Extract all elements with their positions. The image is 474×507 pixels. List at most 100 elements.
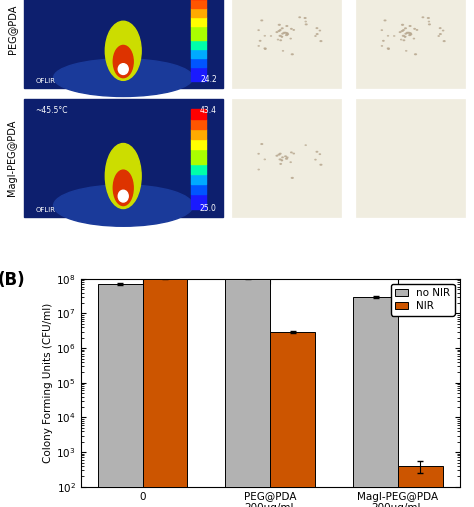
Bar <box>191 154 206 159</box>
Ellipse shape <box>264 48 266 49</box>
Bar <box>191 189 206 194</box>
Text: ~45.5°C: ~45.5°C <box>36 106 68 115</box>
Bar <box>232 0 341 88</box>
Bar <box>191 119 206 124</box>
Ellipse shape <box>282 33 283 34</box>
Bar <box>191 77 206 81</box>
Ellipse shape <box>428 24 430 25</box>
Ellipse shape <box>118 190 128 202</box>
Text: MagI-PEG@PDA: MagI-PEG@PDA <box>7 120 17 197</box>
Ellipse shape <box>401 30 403 31</box>
Ellipse shape <box>291 152 292 153</box>
Bar <box>191 17 206 21</box>
Bar <box>191 199 206 204</box>
Legend: no NIR, NIR: no NIR, NIR <box>391 284 455 315</box>
Bar <box>191 169 206 174</box>
Bar <box>270 332 315 507</box>
Bar <box>191 53 206 58</box>
Text: 43.4: 43.4 <box>200 106 217 115</box>
Ellipse shape <box>286 158 288 159</box>
Bar <box>191 26 206 30</box>
Ellipse shape <box>285 32 286 33</box>
Bar <box>191 194 206 199</box>
Ellipse shape <box>292 177 293 178</box>
Text: PEG@PDA: PEG@PDA <box>7 5 17 54</box>
Ellipse shape <box>285 156 286 157</box>
Ellipse shape <box>261 20 263 21</box>
Ellipse shape <box>279 35 281 36</box>
Bar <box>24 0 223 88</box>
Bar <box>191 184 206 189</box>
Bar <box>191 49 206 53</box>
Ellipse shape <box>405 33 407 34</box>
Ellipse shape <box>291 28 292 29</box>
Ellipse shape <box>286 34 288 35</box>
Ellipse shape <box>282 157 283 158</box>
Bar <box>191 114 206 119</box>
Bar <box>191 179 206 184</box>
Ellipse shape <box>105 143 141 208</box>
Ellipse shape <box>279 159 281 160</box>
Text: OFLIR: OFLIR <box>36 78 55 84</box>
Ellipse shape <box>280 153 281 154</box>
Ellipse shape <box>278 154 280 155</box>
Ellipse shape <box>401 24 403 25</box>
Ellipse shape <box>403 40 405 41</box>
Bar <box>191 144 206 149</box>
Bar <box>191 159 206 164</box>
Bar <box>191 174 206 179</box>
Bar <box>191 139 206 144</box>
Bar <box>191 44 206 49</box>
Ellipse shape <box>283 32 285 33</box>
Bar <box>191 67 206 72</box>
Bar <box>191 149 206 154</box>
Bar <box>191 12 206 17</box>
Bar <box>191 63 206 67</box>
Bar <box>191 21 206 26</box>
Ellipse shape <box>387 48 389 49</box>
Bar <box>191 3 206 8</box>
Ellipse shape <box>278 30 280 31</box>
Ellipse shape <box>415 54 417 55</box>
Bar <box>226 279 270 507</box>
Bar <box>398 466 443 507</box>
Bar <box>191 58 206 63</box>
Ellipse shape <box>408 32 410 33</box>
Bar <box>191 8 206 12</box>
Bar <box>232 99 341 218</box>
Bar <box>191 0 206 3</box>
Bar <box>191 35 206 40</box>
Ellipse shape <box>54 185 193 226</box>
Text: OFLIR: OFLIR <box>36 207 55 212</box>
Bar <box>24 99 223 218</box>
Bar <box>191 124 206 129</box>
Bar <box>356 99 465 218</box>
Ellipse shape <box>261 143 263 144</box>
Ellipse shape <box>422 17 424 18</box>
Text: (B): (B) <box>0 271 25 288</box>
Ellipse shape <box>299 17 301 18</box>
Bar <box>191 164 206 169</box>
Ellipse shape <box>105 21 141 80</box>
Ellipse shape <box>443 41 445 42</box>
Bar <box>143 279 187 507</box>
Bar <box>98 284 143 507</box>
Ellipse shape <box>305 24 307 25</box>
Bar <box>191 30 206 35</box>
Bar <box>353 297 398 507</box>
Ellipse shape <box>278 24 280 25</box>
Ellipse shape <box>384 20 386 21</box>
Bar <box>191 134 206 139</box>
Ellipse shape <box>280 40 282 41</box>
Bar <box>356 0 465 88</box>
Text: 25.0: 25.0 <box>200 204 217 212</box>
Ellipse shape <box>414 28 415 29</box>
Ellipse shape <box>113 46 133 78</box>
Ellipse shape <box>320 41 322 42</box>
Ellipse shape <box>113 170 133 205</box>
Bar <box>191 72 206 77</box>
Ellipse shape <box>402 35 404 36</box>
Ellipse shape <box>118 64 128 75</box>
Y-axis label: Colony Forming Units (CFU/ml): Colony Forming Units (CFU/ml) <box>44 303 54 463</box>
Text: 24.2: 24.2 <box>200 75 217 84</box>
